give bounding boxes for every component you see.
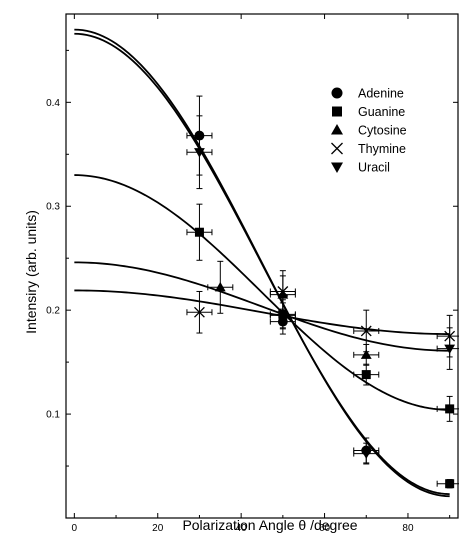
legend-label-cytosine: Cytosine [358,124,407,138]
x-axis-title: Polarization Angle θ /degree [182,517,357,533]
data-point-cytosine [207,260,234,314]
data-point-guanine [186,203,213,261]
data-point-guanine [436,479,459,489]
triangle-up-marker [214,281,226,292]
x-tick-label: 60 [319,523,331,534]
data-point-uracil [353,442,380,465]
y-tick-label: 0.1 [46,410,60,421]
legend-marker-cytosine [331,124,343,135]
fit-curves [74,28,450,498]
data-point-guanine [353,363,380,386]
y-tick-label: 0.2 [46,306,60,317]
data-point-uracil [186,115,213,190]
triangle-down-marker [277,311,289,321]
x-marker [277,286,289,297]
legend-label-guanine: Guanine [358,105,405,119]
square-marker [361,370,371,380]
y-axis-title: Intensiry (arb. units) [23,210,39,334]
legend-label-uracil: Uracil [358,161,390,175]
triangle-down-marker [444,344,456,355]
y-tick-label: 0.4 [46,98,60,109]
plot-frame [65,13,459,519]
x-tick-label: 0 [72,523,78,534]
data-point-guanine [436,395,459,422]
triangle-down-marker [360,449,372,459]
axis-ticks: 0 20 40 60 80 0.1 0.2 0.3 0.4 [46,14,458,534]
triangle-down-marker [194,148,205,158]
y-tick-label: 0.3 [46,202,60,213]
square-marker [445,404,455,414]
data-point-thymine [186,290,213,334]
legend-marker-guanine [332,106,342,117]
fit-curve-2 [74,32,450,495]
x-tick-label: 20 [152,523,164,534]
data-point-thymine [353,309,380,353]
legend-marker-adenine [331,87,343,99]
data-point-uracil [269,302,296,329]
triangle-up-marker [360,349,372,359]
x-tick-label: 80 [402,523,414,534]
fit-curve-3 [74,174,450,411]
square-marker [445,479,455,489]
fit-curve-4 [74,261,450,352]
legend-marker-thymine [331,142,343,155]
data-markers [186,95,459,489]
legend-label-adenine: Adenine [358,87,404,101]
data-point-uracil [436,327,459,370]
x-marker [194,306,205,318]
legend-label-thymine: Thymine [358,142,406,156]
legend-marker-uracil [331,162,343,173]
fit-curve-5 [74,289,450,335]
x-tick-label: 40 [236,523,248,534]
legend: Adenine Guanine Cytosine Thymine Uracil [331,87,407,175]
x-marker [360,325,372,337]
square-marker [194,227,204,237]
